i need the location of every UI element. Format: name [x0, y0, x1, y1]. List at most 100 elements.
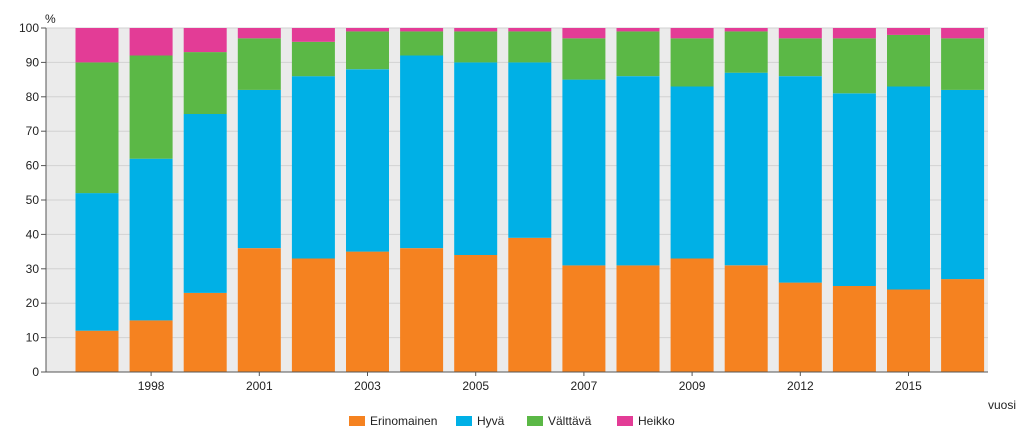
bar-segment-heikko: [778, 28, 822, 39]
y-tick-label: 20: [26, 296, 40, 310]
bar-segment-erinomainen: [670, 258, 714, 372]
legend-label: Hyvä: [477, 414, 505, 428]
y-tick-label: 60: [26, 159, 40, 173]
x-tick-label: 2007: [571, 379, 598, 393]
legend-label: Heikko: [638, 414, 675, 428]
bar-segment-hyv-: [724, 72, 768, 266]
bar-segment-v-ltt-v-: [616, 31, 660, 77]
legend-swatch: [527, 416, 543, 426]
bar-segment-heikko: [454, 28, 498, 32]
x-axis-label: vuosi: [988, 398, 1016, 412]
bar-segment-v-ltt-v-: [75, 62, 119, 194]
bar-segment-v-ltt-v-: [778, 38, 822, 77]
bar-segment-erinomainen: [832, 286, 876, 372]
bar-segment-erinomainen: [183, 292, 227, 372]
bar-segment-v-ltt-v-: [670, 38, 714, 87]
bar-segment-v-ltt-v-: [941, 38, 985, 90]
bar-segment-heikko: [183, 28, 227, 53]
y-tick-label: 100: [19, 21, 39, 35]
bar-segment-v-ltt-v-: [508, 31, 552, 63]
y-tick-label: 50: [26, 193, 40, 207]
bars: [75, 28, 985, 372]
bar-segment-erinomainen: [454, 255, 498, 372]
bar-segment-heikko: [562, 28, 606, 39]
bar-segment-erinomainen: [616, 265, 660, 372]
bar-segment-heikko: [129, 28, 173, 56]
bar-segment-v-ltt-v-: [400, 31, 444, 56]
bar-segment-heikko: [670, 28, 714, 39]
bar-segment-hyv-: [670, 86, 714, 259]
bar-segment-heikko: [75, 28, 119, 63]
bar-segment-hyv-: [454, 62, 498, 256]
bar-segment-hyv-: [616, 76, 660, 266]
y-tick-label: 80: [26, 90, 40, 104]
bar-segment-heikko: [346, 28, 389, 32]
bar-segment-hyv-: [941, 89, 985, 280]
x-tick-label: 1998: [138, 379, 165, 393]
bar-segment-heikko: [724, 28, 768, 32]
bar-segment-hyv-: [400, 55, 444, 249]
legend-swatch: [617, 416, 633, 426]
bar-segment-erinomainen: [724, 265, 768, 372]
bar-segment-heikko: [237, 28, 281, 39]
bar-segment-v-ltt-v-: [183, 52, 227, 114]
bar-segment-erinomainen: [75, 330, 119, 372]
bar-segment-hyv-: [237, 89, 281, 249]
legend-label: Välttävä: [548, 414, 592, 428]
bar-segment-erinomainen: [291, 258, 335, 372]
bar-segment-hyv-: [832, 93, 876, 287]
bar-segment-erinomainen: [129, 320, 173, 372]
bar-segment-hyv-: [562, 79, 606, 266]
bar-segment-heikko: [616, 28, 660, 32]
bar-segment-hyv-: [183, 114, 227, 293]
x-tick-label: 2009: [679, 379, 706, 393]
bar-segment-heikko: [832, 28, 876, 39]
bar-segment-hyv-: [778, 76, 822, 283]
axes: 0 10 20 30 40 50 60 70 80 90 100 1998 2001 2003 2005 20…: [19, 21, 988, 393]
bar-segment-v-ltt-v-: [237, 38, 281, 90]
legend-label: Erinomainen: [370, 414, 437, 428]
x-tick-label: 2001: [246, 379, 273, 393]
y-axis-label: %: [45, 12, 56, 26]
bar-segment-erinomainen: [941, 279, 985, 372]
y-tick-label: 70: [26, 124, 40, 138]
bar-segment-v-ltt-v-: [832, 38, 876, 94]
bar-segment-v-ltt-v-: [346, 31, 389, 70]
bar-segment-erinomainen: [778, 282, 822, 372]
y-tick-label: 40: [26, 227, 40, 241]
bar-segment-v-ltt-v-: [454, 31, 498, 63]
x-tick-label: 2003: [354, 379, 381, 393]
bar-segment-erinomainen: [346, 251, 389, 372]
bar-segment-erinomainen: [508, 237, 552, 372]
bar-segment-v-ltt-v-: [562, 38, 606, 80]
y-tick-label: 10: [26, 331, 40, 345]
y-tick-label: 90: [26, 55, 40, 69]
bar-segment-heikko: [400, 28, 444, 32]
bar-segment-hyv-: [346, 69, 389, 252]
y-tick-label: 0: [32, 365, 39, 379]
y-tick-label: 30: [26, 262, 40, 276]
bar-segment-heikko: [887, 28, 930, 35]
bar-segment-hyv-: [887, 86, 930, 290]
bar-segment-erinomainen: [887, 289, 930, 372]
legend-swatch: [349, 416, 365, 426]
bar-segment-hyv-: [508, 62, 552, 238]
bar-segment-erinomainen: [400, 248, 444, 372]
bar-segment-v-ltt-v-: [724, 31, 768, 73]
bar-segment-v-ltt-v-: [291, 41, 335, 77]
bar-segment-erinomainen: [562, 265, 606, 372]
bar-segment-hyv-: [291, 76, 335, 259]
x-tick-label: 2015: [895, 379, 922, 393]
bar-segment-erinomainen: [237, 248, 281, 372]
bar-segment-hyv-: [129, 158, 173, 321]
legend: Erinomainen Hyvä Välttävä Heikko: [349, 414, 675, 428]
bar-segment-hyv-: [75, 193, 119, 331]
x-tick-label: 2005: [462, 379, 489, 393]
bar-segment-heikko: [941, 28, 985, 39]
x-tick-label: 2012: [787, 379, 814, 393]
bar-segment-v-ltt-v-: [129, 55, 173, 159]
legend-swatch: [456, 416, 472, 426]
bar-segment-heikko: [291, 28, 335, 42]
